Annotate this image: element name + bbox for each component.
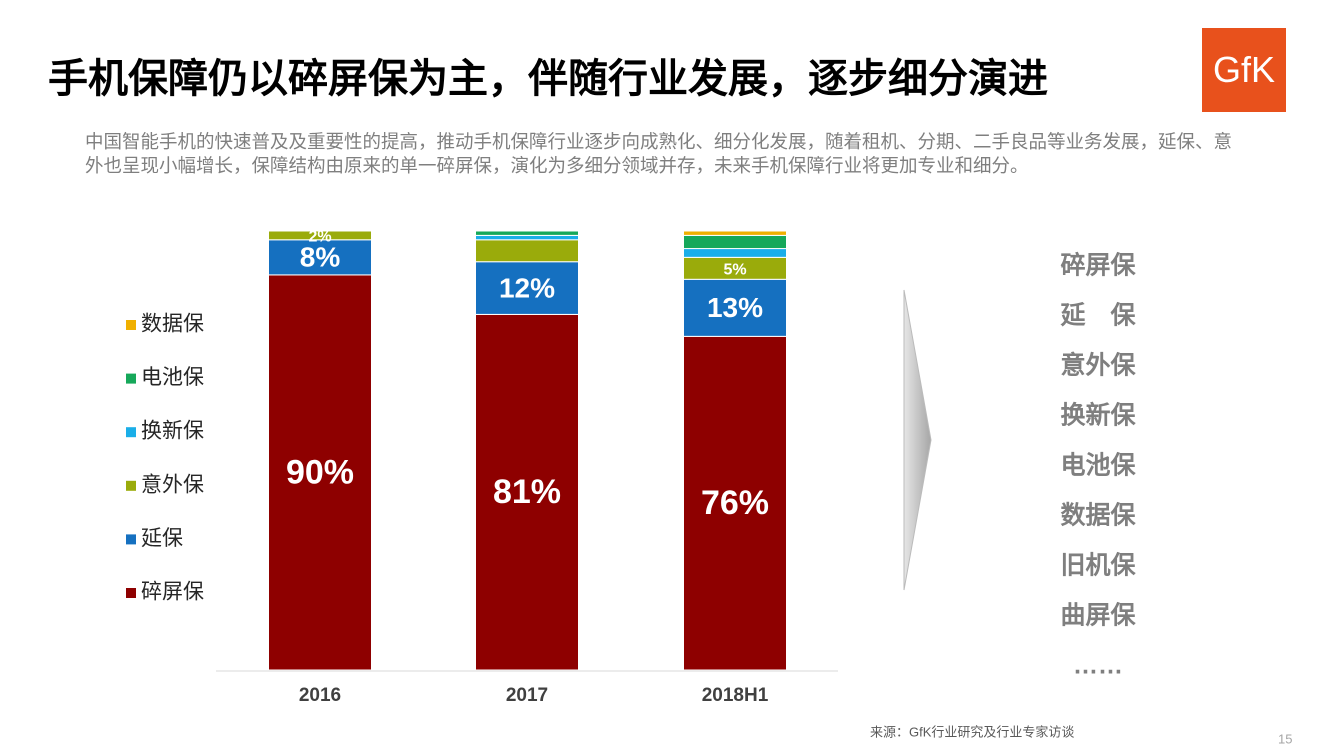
slide-subtitle: 中国智能手机的快速普及及重要性的提高，推动手机保障行业逐步向成熟化、细分化发展，… <box>85 131 1233 176</box>
side-list-item: 意外保 <box>1060 351 1136 380</box>
side-list-item: 曲屏保 <box>1060 602 1136 630</box>
legend-label: 碎屏保 <box>141 581 204 604</box>
legend-label: 换新保 <box>141 420 204 443</box>
legend-label: 数据保 <box>141 313 204 336</box>
data-label: 2% <box>308 229 331 246</box>
data-label: 12% <box>499 272 555 303</box>
legend-swatch <box>126 320 136 330</box>
bar-segment <box>475 261 579 315</box>
side-list-item: 换新保 <box>1060 401 1136 430</box>
side-list-item: 数据保 <box>1060 502 1136 530</box>
legend-swatch <box>126 480 136 491</box>
arrow <box>903 289 932 591</box>
bar-segment <box>475 239 579 263</box>
bar-segment <box>268 230 372 241</box>
data-label: 76% <box>701 484 769 522</box>
bar-segment <box>268 274 372 671</box>
bar-segment <box>683 335 787 671</box>
legend-label: 延保 <box>141 527 183 550</box>
bar-segment <box>683 230 787 236</box>
x-tick-label: 2017 <box>506 685 548 706</box>
side-list-item: 延 保 <box>1059 302 1136 330</box>
bar-segment <box>683 278 787 337</box>
side-list-item: …… <box>1073 652 1123 680</box>
data-label: 8% <box>300 242 341 273</box>
bar-segment <box>475 234 579 241</box>
data-label: 90% <box>286 453 354 491</box>
legend-swatch <box>126 373 136 384</box>
source: 来源：GfK行业研究及行业专家访谈 <box>870 724 1074 739</box>
bar-segment <box>475 230 579 236</box>
slide-title: 手机保障仍以碎屏保为主，伴随行业发展，逐步细分演进 <box>48 57 1048 101</box>
logo: GfK <box>1202 28 1286 112</box>
legend-swatch <box>126 427 136 438</box>
data-label: 81% <box>493 473 561 511</box>
bar-segment <box>683 248 787 258</box>
side-list-item: 碎屏保 <box>1060 251 1136 280</box>
x-tick-label: 2018H1 <box>702 685 769 706</box>
side-list-item: 电池保 <box>1060 452 1136 480</box>
legend-swatch <box>126 534 136 545</box>
x-tick-label: 2016 <box>299 685 341 706</box>
data-label: 5% <box>723 262 746 279</box>
legend-swatch <box>126 588 136 598</box>
page-number: 15 <box>1278 731 1292 746</box>
data-label: 13% <box>707 292 763 323</box>
bar-segment <box>475 313 579 671</box>
bar-segment <box>683 234 787 250</box>
legend-label: 电池保 <box>141 366 204 389</box>
legend-label: 意外保 <box>141 473 204 496</box>
side-list-item: 旧机保 <box>1060 552 1136 580</box>
